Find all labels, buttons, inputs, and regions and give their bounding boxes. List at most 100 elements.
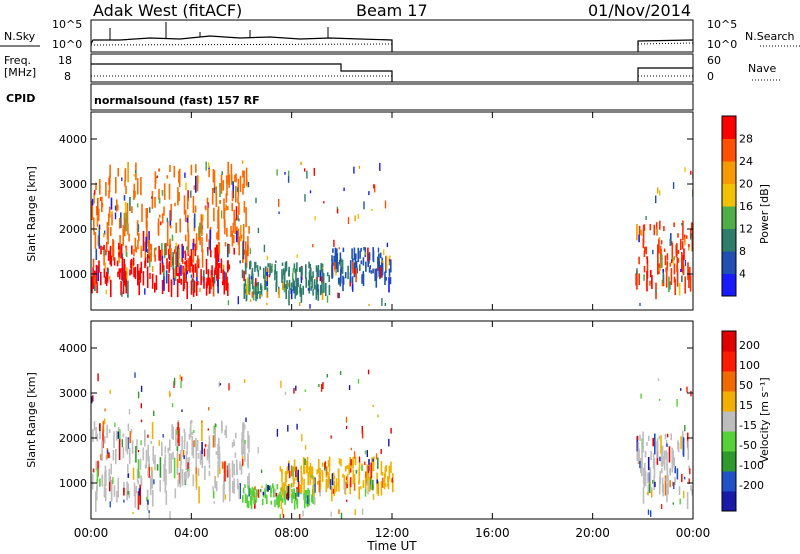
data-cell xyxy=(226,465,229,478)
data-cell xyxy=(249,261,251,270)
data-cell xyxy=(171,424,173,439)
station-title: Adak West (fitACF) xyxy=(93,1,242,20)
data-region xyxy=(279,456,394,502)
data-cell xyxy=(391,477,394,483)
data-cell xyxy=(162,434,164,438)
data-cell xyxy=(225,425,227,439)
data-cell xyxy=(140,385,143,392)
data-cell xyxy=(651,490,653,498)
data-cell xyxy=(185,471,187,481)
data-cell xyxy=(354,456,357,466)
data-cell xyxy=(106,267,109,283)
data-cell xyxy=(255,278,257,287)
data-cell xyxy=(361,508,364,515)
data-cell xyxy=(100,271,102,286)
data-cell xyxy=(134,170,137,173)
data-cell xyxy=(309,263,311,270)
data-cell xyxy=(304,389,306,392)
data-cell xyxy=(151,470,154,489)
data-cell xyxy=(138,471,141,479)
data-cell xyxy=(668,276,670,292)
data-cell xyxy=(670,433,672,441)
data-cell xyxy=(269,485,272,489)
data-cell xyxy=(339,252,342,266)
data-cell xyxy=(151,273,154,289)
colorbar-tick-label: 100 xyxy=(739,359,760,372)
data-cell xyxy=(379,267,382,278)
data-cell xyxy=(640,229,643,236)
data-cell xyxy=(138,281,140,296)
data-cell xyxy=(244,262,247,269)
data-cell xyxy=(680,238,682,251)
data-cell xyxy=(176,278,179,298)
data-cell xyxy=(199,287,201,293)
data-cell xyxy=(334,262,336,271)
data-cell xyxy=(312,271,314,278)
data-cell xyxy=(284,262,287,273)
data-cell xyxy=(354,509,356,516)
data-cell xyxy=(666,267,668,275)
data-cell xyxy=(152,266,154,273)
data-cell xyxy=(299,302,301,306)
data-cell xyxy=(221,422,223,434)
data-cell xyxy=(384,483,387,487)
data-cell xyxy=(166,217,168,222)
data-cell xyxy=(260,285,263,297)
data-cell xyxy=(646,259,649,279)
data-cell xyxy=(378,261,380,277)
data-cell xyxy=(253,496,256,501)
data-cell xyxy=(368,476,370,491)
data-cell xyxy=(344,481,346,494)
data-cell xyxy=(319,467,321,478)
data-cell xyxy=(367,480,369,495)
nsky-trace xyxy=(90,35,393,52)
freq-panel: Freq. [MHz] 18 8 Nave 60 0 xyxy=(4,53,780,83)
data-cell xyxy=(355,260,358,273)
data-cell xyxy=(275,271,278,287)
data-cell xyxy=(121,291,123,297)
data-cell xyxy=(167,447,169,453)
data-cell xyxy=(121,177,123,182)
data-cell xyxy=(640,393,642,399)
data-cell xyxy=(218,437,220,448)
data-cell xyxy=(127,464,129,473)
data-cell xyxy=(643,224,646,231)
data-cell xyxy=(655,195,657,204)
data-cell xyxy=(375,272,378,288)
data-cell xyxy=(304,500,306,509)
data-cell xyxy=(255,197,257,204)
data-cell xyxy=(237,296,239,305)
data-cell xyxy=(311,276,313,289)
data-cell xyxy=(340,459,342,467)
data-cell xyxy=(302,458,305,466)
colorbar-swatch xyxy=(722,491,736,512)
data-cell xyxy=(648,472,650,482)
data-cell xyxy=(670,268,673,285)
data-cell xyxy=(176,430,178,435)
data-cell xyxy=(309,304,311,309)
data-cell xyxy=(201,454,204,469)
data-cell xyxy=(137,239,139,250)
data-cell xyxy=(353,247,356,261)
data-cell xyxy=(636,436,639,455)
data-cell xyxy=(140,403,142,409)
data-cell xyxy=(128,409,131,415)
data-cell xyxy=(195,437,197,448)
data-cell xyxy=(123,481,125,493)
data-cell xyxy=(157,218,160,236)
data-cell xyxy=(127,162,129,183)
data-cell xyxy=(219,183,221,197)
data-cell xyxy=(168,183,171,200)
data-cell xyxy=(216,261,218,278)
data-cell xyxy=(208,162,210,168)
data-cell xyxy=(170,280,173,285)
data-cell xyxy=(148,252,151,268)
colorbar-swatch xyxy=(722,138,736,162)
data-cell xyxy=(659,245,662,260)
data-cell xyxy=(137,224,140,232)
data-cell xyxy=(202,214,204,221)
data-cell xyxy=(364,252,367,255)
data-cell xyxy=(105,470,107,487)
data-cell xyxy=(184,262,187,280)
